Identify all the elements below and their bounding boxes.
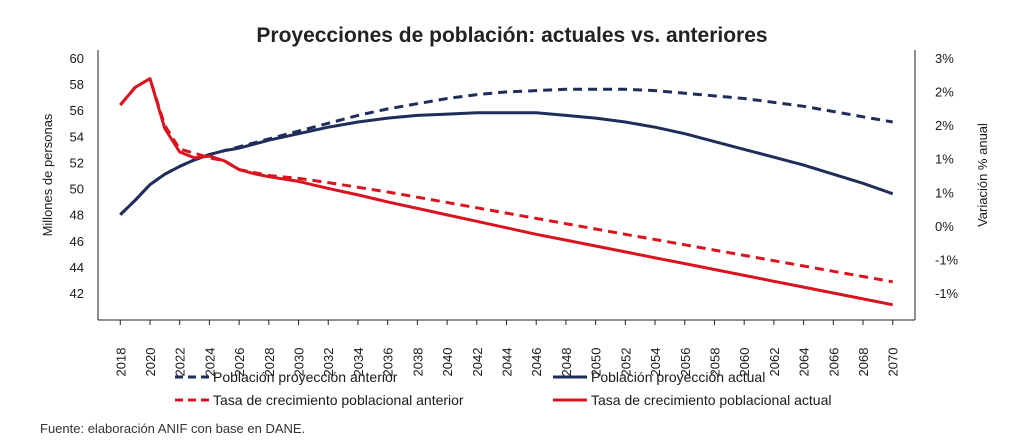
right-tick-label: 3% <box>935 51 954 66</box>
x-tick-label: 2036 <box>381 348 396 377</box>
x-tick-label: 2046 <box>529 348 544 377</box>
x-tick-label: 2070 <box>886 348 901 377</box>
left-tick-label: 56 <box>70 103 84 118</box>
left-tick-label: 48 <box>70 208 84 223</box>
series-line-1 <box>119 87 893 216</box>
x-tick-label: 2056 <box>678 348 693 377</box>
left-axis-title: Millones de personas <box>40 113 55 236</box>
x-tick-label: 2068 <box>856 348 871 377</box>
legend-label: Población proyección anterior <box>213 369 398 385</box>
chart-title: Proyecciones de población: actuales vs. … <box>256 24 768 47</box>
right-tick-label: 2% <box>935 85 954 100</box>
right-tick-label: 1% <box>935 185 954 200</box>
right-axis-title: Variación % anual <box>975 123 990 227</box>
right-tick-label: -1% <box>935 252 959 267</box>
x-tick-label: 2034 <box>351 348 366 377</box>
x-tick-label: 2026 <box>232 348 247 377</box>
x-tick-label: 2024 <box>202 348 217 377</box>
x-tick-label: 2060 <box>737 348 752 377</box>
x-tick-label: 2052 <box>618 348 633 377</box>
x-tick-label: 2018 <box>113 348 128 377</box>
right-tick-label: 1% <box>935 152 954 167</box>
legend-label: Tasa de crecimiento poblacional anterior <box>213 392 464 408</box>
legend-label: Tasa de crecimiento poblacional actual <box>591 392 831 408</box>
series-line-3 <box>119 77 893 284</box>
x-tick-label: 2042 <box>470 348 485 377</box>
left-tick-label: 58 <box>70 77 84 92</box>
x-tick-label: 2058 <box>707 348 722 377</box>
left-tick-label: 54 <box>70 129 84 144</box>
x-tick-label: 2054 <box>648 348 663 377</box>
x-tick-label: 2062 <box>767 348 782 377</box>
series-line-4 <box>119 77 893 307</box>
x-tick-label: 2048 <box>559 348 574 377</box>
x-tick-label: 2022 <box>173 348 188 377</box>
x-tick-label: 2066 <box>826 348 841 377</box>
x-tick-label: 2040 <box>440 348 455 377</box>
left-tick-label: 60 <box>70 51 84 66</box>
left-tick-label: 52 <box>70 155 84 170</box>
x-tick-label: 2044 <box>500 348 515 377</box>
right-tick-label: 0% <box>935 219 954 234</box>
left-tick-label: 44 <box>70 260 84 275</box>
left-tick-label: 50 <box>70 182 84 197</box>
x-tick-label: 2020 <box>143 348 158 377</box>
x-tick-label: 2028 <box>262 348 277 377</box>
series-line-2 <box>119 111 894 216</box>
right-tick-label: 2% <box>935 118 954 133</box>
source-note: Fuente: elaboración ANIF con base en DAN… <box>40 421 306 436</box>
left-tick-label: 46 <box>70 234 84 249</box>
x-tick-label: 2038 <box>410 348 425 377</box>
x-tick-label: 2064 <box>797 348 812 377</box>
right-tick-label: -1% <box>935 286 959 301</box>
x-tick-label: 2032 <box>321 348 336 377</box>
x-tick-label: 2030 <box>292 348 307 377</box>
left-tick-label: 42 <box>70 286 84 301</box>
legend-label: Población proyección actual <box>591 369 765 385</box>
x-tick-label: 2050 <box>589 348 604 377</box>
